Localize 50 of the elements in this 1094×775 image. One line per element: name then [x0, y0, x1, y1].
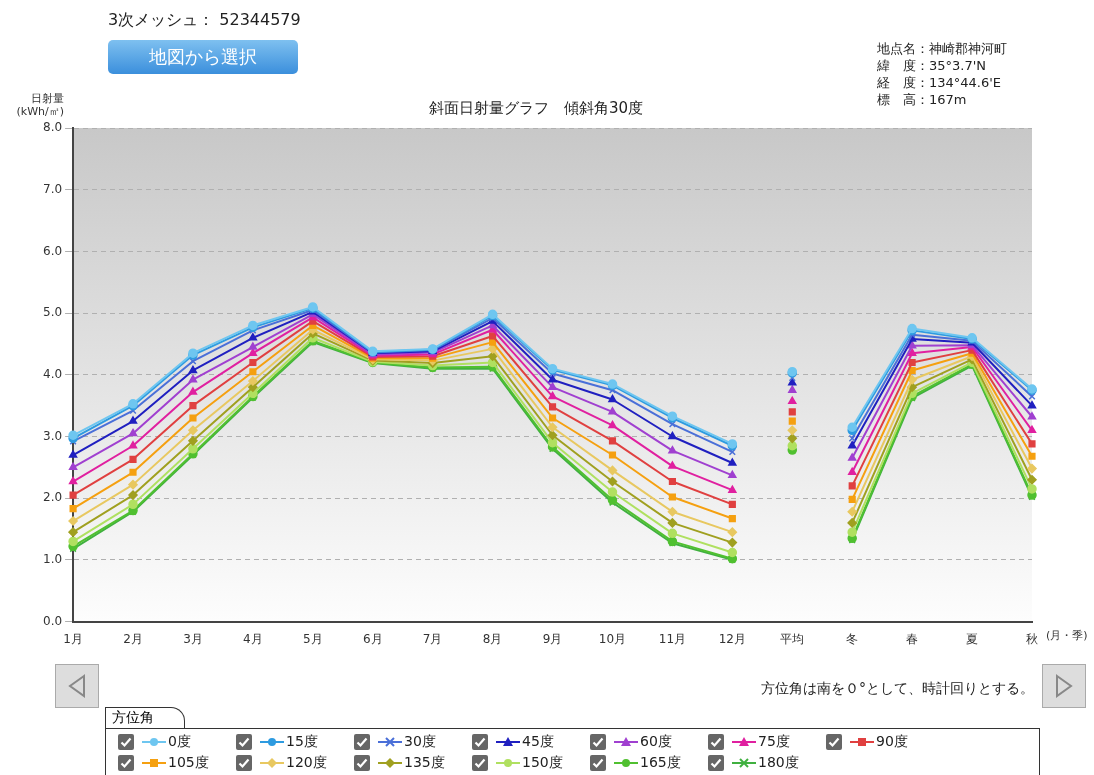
- x-tick-label: 2月: [123, 631, 143, 646]
- y-axis-title: 日射量(kWh/㎡): [15, 92, 64, 118]
- legend-label: 135度: [404, 753, 445, 770]
- y-tick-label: 6.0: [42, 243, 63, 258]
- legend-label: 30度: [404, 732, 436, 749]
- legend-label: 60度: [640, 732, 672, 749]
- y-tick-label: 3.0: [42, 428, 63, 443]
- x-tick-label: 9月: [542, 631, 563, 646]
- legend-label: 120度: [286, 753, 327, 770]
- text: 3次メッシュ： 52344579: [108, 10, 301, 31]
- x-tick-label: 春: [906, 631, 919, 646]
- x-tick-label: 秋: [1026, 631, 1038, 646]
- y-tick-label: 7.0: [42, 181, 63, 196]
- legend-label: 75度: [758, 732, 790, 749]
- legend-label: 15度: [286, 732, 318, 749]
- x-tick-label: 6月: [362, 631, 383, 646]
- legend-label: 45度: [522, 732, 554, 749]
- legend-label: 180度: [758, 753, 799, 770]
- legend-label: 0度: [168, 732, 191, 749]
- x-tick-label: 5月: [302, 631, 323, 646]
- y-tick-label: 2.0: [42, 490, 63, 505]
- y-tick-label: 1.0: [42, 552, 63, 567]
- legend-label: 90度: [876, 732, 908, 749]
- legend-label: 105度: [168, 753, 209, 770]
- x-tick-label: 7月: [422, 631, 443, 646]
- y-tick-label: 8.0: [42, 120, 63, 135]
- legend-label: 165度: [640, 753, 681, 770]
- text: 標 高：167m: [877, 91, 968, 108]
- text: 地図から選択: [108, 40, 298, 74]
- text: 方位角は南を０°として、時計回りとする。: [761, 680, 1034, 698]
- x-tick-label: 平均: [780, 631, 805, 646]
- y-tick-label: 0.0: [42, 613, 63, 628]
- x-tick-label: 夏: [966, 631, 979, 646]
- x-tick-label: 12月: [718, 631, 746, 646]
- x-tick-label: 10月: [598, 631, 627, 646]
- text: 緯 度：35°3.7'N: [877, 57, 987, 74]
- y-tick-label: 5.0: [42, 305, 63, 320]
- x-tick-label: 8月: [482, 631, 503, 646]
- chart-title: 斜面日射量グラフ 傾斜角30度: [428, 98, 644, 117]
- text: 経 度：134°44.6'E: [877, 74, 1003, 91]
- x-tick-label: 冬: [846, 631, 859, 646]
- legend-title: 方位角: [105, 707, 185, 728]
- text: 地点名：神崎郡神河町: [877, 40, 1007, 57]
- y-tick-label: 4.0: [42, 366, 63, 381]
- x-tick-label: 11月: [658, 631, 687, 646]
- x-tick-label: 3月: [183, 631, 203, 646]
- x-tick-label: 4月: [243, 631, 263, 646]
- legend-label: 150度: [522, 753, 563, 770]
- x-tick-label: 1月: [63, 631, 83, 646]
- x-axis-title: (月・季): [1046, 628, 1088, 643]
